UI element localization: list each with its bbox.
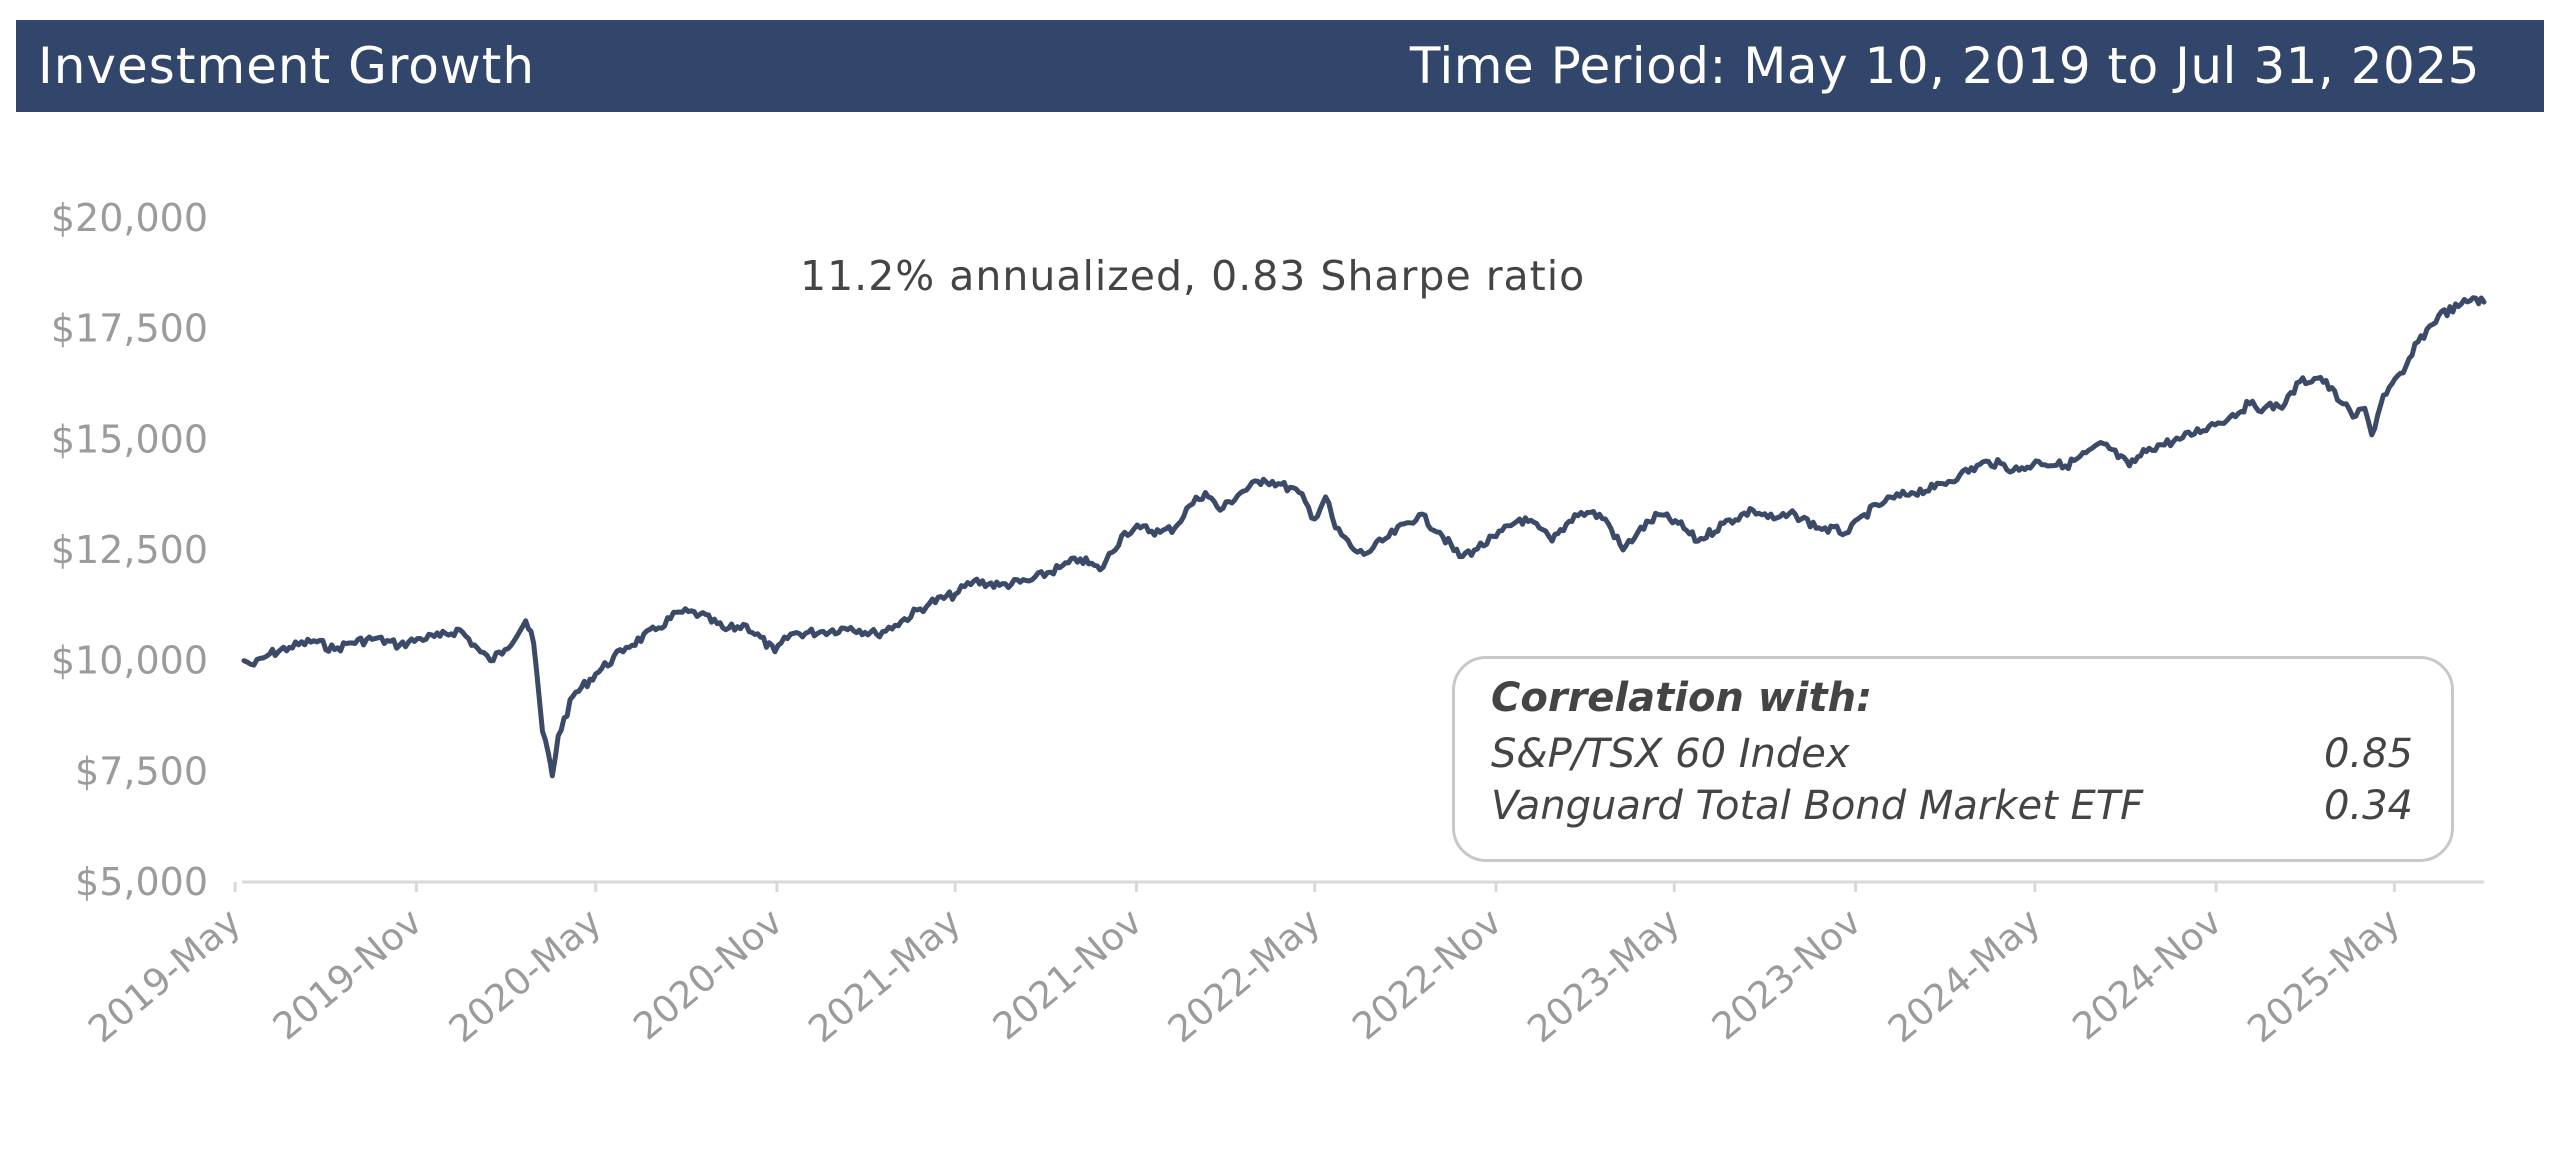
x-tick-label: 2023-Nov — [1704, 900, 1869, 1048]
performance-annotation: 11.2% annualized, 0.83 Sharpe ratio — [800, 252, 1586, 300]
x-tick-label: 2023-May — [1519, 900, 1688, 1051]
x-tick-label: 2024-Nov — [2065, 900, 2230, 1048]
growth-series-line — [241, 295, 2487, 779]
correlation-value: 0.85 — [2323, 731, 2413, 777]
time-period-label: Time Period: May 10, 2019 to Jul 31, 202… — [1409, 37, 2480, 95]
chart-title: Investment Growth — [38, 37, 536, 95]
correlation-value: 0.34 — [2323, 783, 2413, 829]
y-tick-label: $7,500 — [75, 749, 208, 793]
x-tick-label: 2019-May — [80, 900, 249, 1051]
y-tick-label: $15,000 — [51, 417, 208, 461]
x-tick-label: 2020-May — [441, 900, 610, 1051]
x-tick-label: 2022-May — [1160, 900, 1329, 1051]
correlation-title: Correlation with: — [1491, 675, 1873, 721]
y-tick-label: $12,500 — [51, 528, 208, 572]
x-tick-label: 2021-May — [800, 900, 969, 1051]
x-tick-label: 2020-Nov — [625, 900, 790, 1048]
correlation-name: S&P/TSX 60 Index — [1491, 731, 1850, 777]
x-tick-label: 2019-Nov — [265, 900, 430, 1048]
x-tick-label: 2024-May — [1880, 900, 2049, 1051]
x-tick-label: 2022-Nov — [1344, 900, 1509, 1048]
x-tick-label: 2025-May — [2240, 900, 2409, 1051]
chart-header: Investment Growth Time Period: May 10, 2… — [16, 20, 2544, 112]
correlation-name: Vanguard Total Bond Market ETF — [1491, 783, 2144, 829]
y-tick-label: $5,000 — [75, 860, 208, 904]
y-tick-label: $17,500 — [51, 307, 208, 351]
x-tick-label: 2021-Nov — [985, 900, 1150, 1048]
correlation-box: Correlation with: S&P/TSX 60 Index 0.85 … — [1452, 656, 2454, 862]
y-tick-label: $10,000 — [51, 639, 208, 683]
y-tick-label: $20,000 — [51, 196, 208, 240]
